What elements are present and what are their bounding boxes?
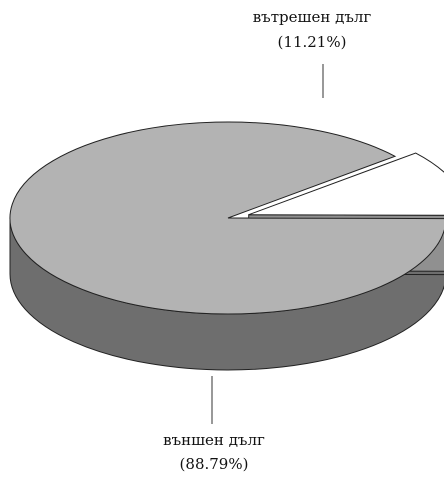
pie-slice-0 <box>248 152 444 216</box>
slice-percent-0: (11.21%) <box>278 33 347 51</box>
slice-label-0: вътрешен дълг <box>253 8 372 26</box>
slice-percent-1: (88.79%) <box>180 455 249 473</box>
pie-slice-1 <box>9 121 444 315</box>
pie-slices <box>9 121 444 371</box>
slice-label-1: външен дълг <box>163 431 265 449</box>
